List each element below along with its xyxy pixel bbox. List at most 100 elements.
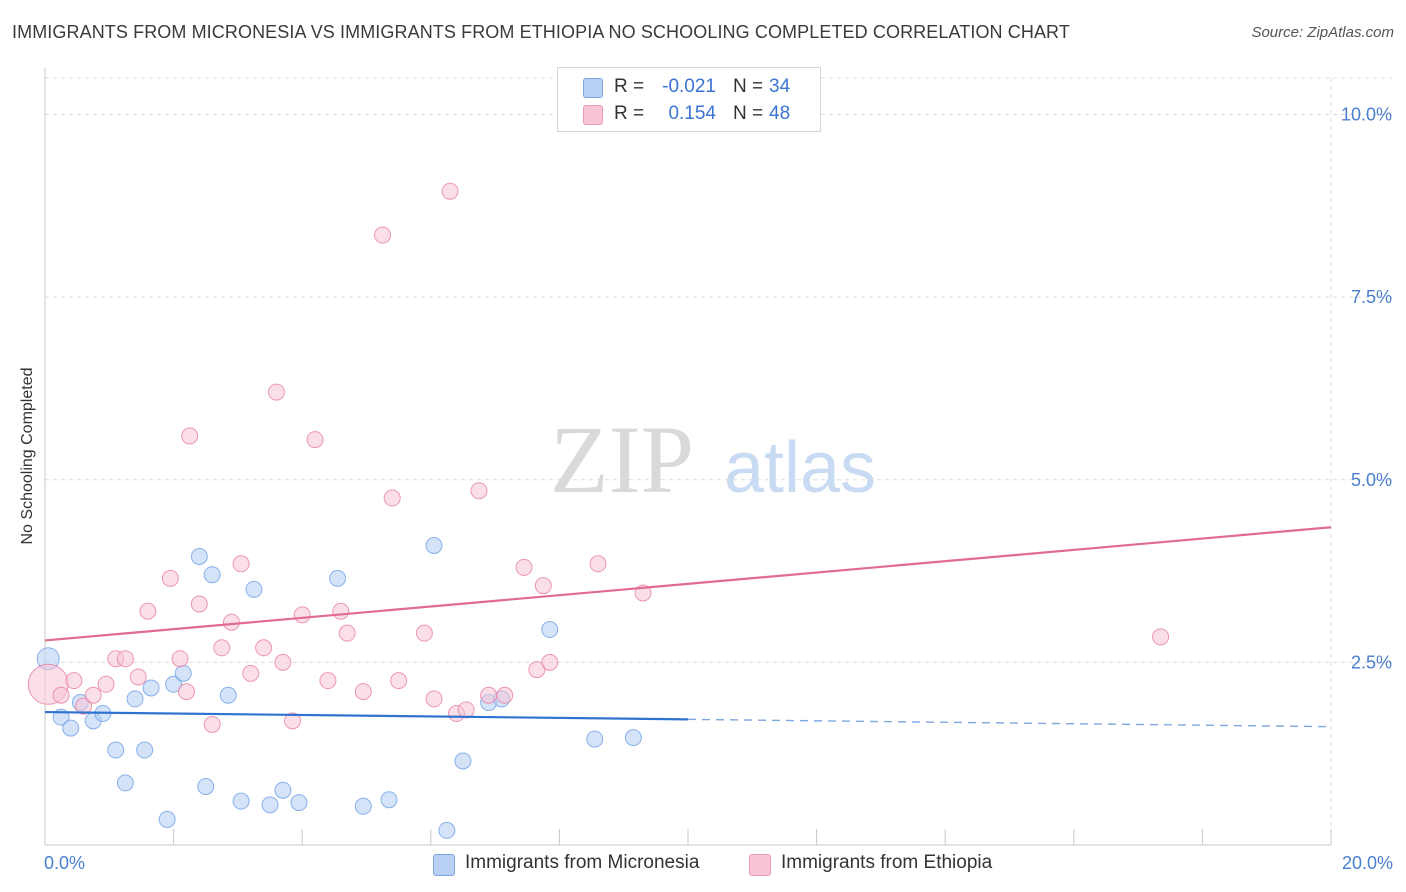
legend-row-ethiopia: R = 0.154 N = 48 [558,101,820,127]
data-points [27,182,1170,839]
micronesia-point [174,664,192,682]
ethiopia-point [84,686,102,704]
micronesia-point [142,679,160,697]
micronesia-point [586,730,604,748]
ethiopia-point [515,558,533,576]
legend-swatch-ethiopia [583,105,603,125]
ethiopia-point [293,606,311,624]
series-swatch-micronesia [433,854,455,876]
ethiopia-point [338,624,356,642]
ethiopia-point [171,650,189,668]
micronesia-point [329,569,347,587]
n-value: 48 [769,103,791,124]
trend-lines [44,526,1332,728]
ethiopia-point [255,639,273,657]
ethiopia-point [332,602,350,620]
micronesia-point [245,580,263,598]
micronesia-point [116,774,134,792]
ethiopia-point [284,712,302,730]
ethiopia-point [390,672,408,690]
ethiopia-point [441,182,459,200]
micronesia-point [290,794,308,812]
ethiopia-point [415,624,433,642]
micronesia-point [190,547,208,565]
chart-title: IMMIGRANTS FROM MICRONESIA VS IMMIGRANTS… [12,22,1070,42]
ethiopia-point [425,690,443,708]
series-swatch-ethiopia [749,854,771,876]
micronesia-point [541,621,559,639]
ethiopia-point [181,427,199,445]
watermark-zip: ZIP [550,406,694,513]
series-legend: Immigrants from Micronesia Immigrants fr… [0,851,1406,877]
ethiopia-point [203,715,221,733]
ethiopia-point [75,697,93,715]
r-label: R = [614,76,645,97]
tick-labels: 2.5% 5.0% 7.5% 10.0% 0.0% 20.0% [44,105,1393,873]
ethiopia-point [232,555,250,573]
axes [44,68,1332,846]
ethiopia-point [52,686,70,704]
source-credit: Source: ZipAtlas.com [1251,24,1394,41]
micronesia-point [261,796,279,814]
x-tick-label: 0.0% [44,853,85,873]
correlation-legend: R = -0.021 N = 34 R = 0.154 N = 48 [557,67,821,132]
micronesia-point [126,690,144,708]
ethiopia-point [222,613,240,631]
legend-swatch-micronesia [583,78,603,98]
micronesia-point [136,741,154,759]
ethiopia-point [116,650,134,668]
y-tick-label: 5.0% [1351,470,1392,490]
ethiopia-point [534,577,552,595]
ethiopia-point [65,672,83,690]
ethiopia-point [242,664,260,682]
ethiopia-point [213,639,231,657]
micronesia-point [380,791,398,809]
ethiopia-point [129,668,147,686]
ethiopia-point [354,683,372,701]
ethiopia-point [97,675,115,693]
ethiopia-point [139,602,157,620]
ethiopia-point [541,653,559,671]
micronesia-point [107,741,125,759]
ethiopia-point [319,672,337,690]
ethiopia-point [306,431,324,449]
ethiopia-point [528,661,546,679]
micronesia-point [454,752,472,770]
watermark: ZIP atlas [550,406,876,513]
ethiopia-point [457,701,475,719]
watermark-atlas: atlas [724,428,876,508]
legend-row-micronesia: R = -0.021 N = 34 [558,74,820,100]
n-label: N = [733,103,764,124]
micronesia-point [274,781,292,799]
ethiopia-trend-line [44,526,1332,642]
micronesia-point [165,675,183,693]
micronesia-point [438,821,456,839]
micronesia-point [232,792,250,810]
ethiopia-point [274,653,292,671]
y-tick-label: 7.5% [1351,287,1392,307]
ethiopia-point [589,555,607,573]
y-tick-label: 10.0% [1341,105,1392,125]
series-label-ethiopia: Immigrants from Ethiopia [781,852,993,873]
ethiopia-point [190,595,208,613]
ethiopia-point [383,489,401,507]
micronesia-point [197,778,215,796]
grid-lines [45,77,1392,845]
micronesia-point [219,686,237,704]
micronesia-point [354,797,372,815]
micronesia-point [203,566,221,584]
ethiopia-point [1152,628,1170,646]
r-value: 0.154 [668,103,716,124]
micronesia-point [624,729,642,747]
micronesia-point [158,810,176,828]
y-tick-label: 2.5% [1351,652,1392,672]
r-value: -0.021 [662,76,716,97]
ethiopia-point [470,482,488,500]
series-label-micronesia: Immigrants from Micronesia [465,852,700,873]
r-label: R = [614,103,645,124]
ethiopia-point [267,383,285,401]
x-tick-label: 20.0% [1342,853,1393,873]
ethiopia-point [177,683,195,701]
ethiopia-point [161,569,179,587]
